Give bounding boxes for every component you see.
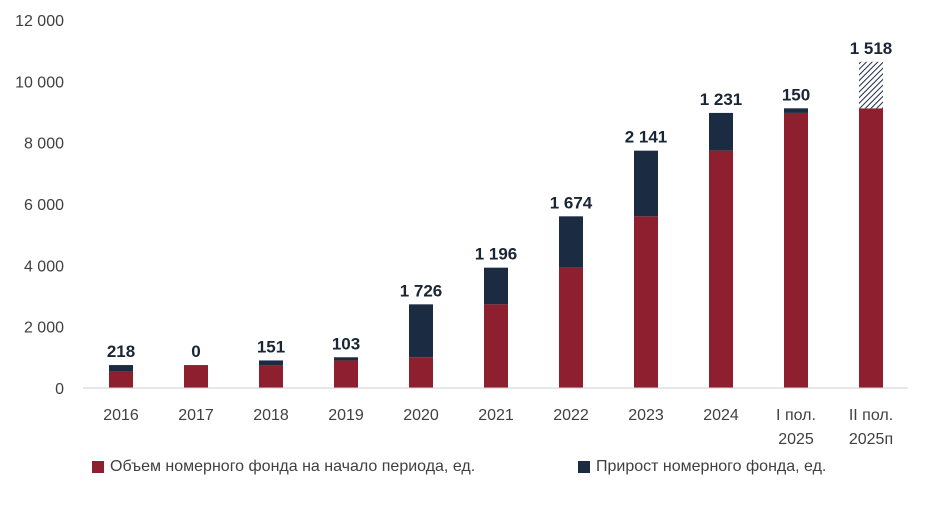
bar-growth (559, 216, 583, 268)
y-tick-label: 6 000 (24, 197, 64, 214)
bar-base (334, 360, 358, 388)
bar-base (184, 365, 208, 388)
data-label: 2 141 (625, 128, 668, 147)
data-label: 151 (257, 337, 285, 356)
x-tick-label: 2019 (328, 407, 364, 424)
legend-item-growth: Прирост номерного фонда, ед. (578, 458, 826, 476)
bar-growth (409, 304, 433, 358)
bar-base (409, 357, 433, 388)
bar-base (859, 108, 883, 388)
data-label: 218 (107, 342, 135, 361)
data-label: 1 196 (475, 245, 518, 264)
bar-base (484, 304, 508, 388)
x-tick-label: 2023 (628, 407, 664, 424)
data-label: 1 231 (700, 90, 743, 109)
bar-growth (484, 267, 508, 305)
bar-base (709, 150, 733, 388)
y-tick-label: 0 (55, 381, 64, 398)
x-tick-label: 2025п (849, 431, 893, 448)
data-labels: 218 0 151 103 1 726 1 196 1 674 2 141 1 231 150 1 … (107, 39, 892, 361)
legend-label-base: Объем номерного фонда на начало периода,… (110, 458, 476, 475)
x-tick-label: 2017 (178, 407, 214, 424)
y-axis: 0 2 000 4 000 6 000 8 000 10 000 12 000 (15, 13, 64, 398)
bar-base (784, 112, 808, 389)
x-tick-label: 2024 (703, 407, 739, 424)
x-tick-label: II пол. (849, 407, 893, 424)
legend-swatch-base (92, 461, 104, 473)
bars (109, 61, 883, 389)
bar-growth (259, 360, 283, 366)
bar-growth (334, 357, 358, 361)
data-label: 1 726 (400, 281, 443, 300)
bar-growth (784, 108, 808, 113)
data-label: 0 (191, 342, 200, 361)
y-tick-label: 10 000 (15, 74, 64, 91)
x-tick-label: 2025 (778, 431, 814, 448)
bar-base (634, 216, 658, 388)
x-tick-label: 2016 (103, 407, 139, 424)
bar-growth (109, 365, 133, 372)
bar-base (259, 365, 283, 388)
x-tick-label: 2018 (253, 407, 289, 424)
x-tick-label: 2022 (553, 407, 589, 424)
bar-growth (709, 112, 733, 151)
x-tick-label: 2021 (478, 407, 514, 424)
bar-growth (634, 150, 658, 217)
x-tick-label: I пол. (776, 407, 816, 424)
x-axis: 2016 2017 2018 2019 2020 2021 2022 2023 2024 I по… (103, 407, 893, 448)
x-tick-label: 2020 (403, 407, 439, 424)
data-label: 1 518 (850, 39, 893, 58)
legend-item-base: Объем номерного фонда на начало периода,… (92, 458, 475, 476)
data-label: 1 674 (550, 193, 593, 212)
legend: Объем номерного фонда на начало периода,… (0, 458, 930, 482)
y-tick-label: 8 000 (24, 136, 64, 153)
y-tick-label: 2 000 (24, 320, 64, 337)
bar-base (559, 267, 583, 388)
y-tick-label: 4 000 (24, 258, 64, 275)
legend-label-growth: Прирост номерного фонда, ед. (596, 458, 827, 475)
bar-base (109, 371, 133, 388)
bar-growth-forecast (859, 61, 883, 109)
legend-swatch-growth (578, 461, 590, 473)
y-tick-label: 12 000 (15, 13, 64, 30)
data-label: 150 (782, 85, 810, 104)
data-label: 103 (332, 334, 360, 353)
